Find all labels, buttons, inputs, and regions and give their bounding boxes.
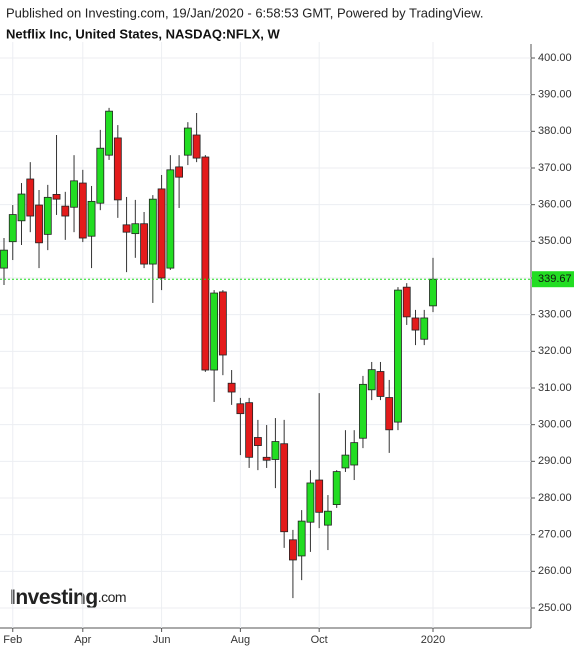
chart-subtitle: Published on Investing.com, 19/Jan/2020 … xyxy=(6,5,483,20)
y-tick-label: 310.00 xyxy=(538,382,572,394)
candle-body xyxy=(394,289,402,423)
candle-body xyxy=(376,371,385,397)
last-price-box xyxy=(532,271,574,288)
candle-body xyxy=(289,539,297,561)
candle-body xyxy=(367,369,376,391)
y-tick-label: 390.00 xyxy=(538,89,572,101)
candle-body xyxy=(183,127,192,156)
y-tick-label: 330.00 xyxy=(538,309,572,321)
watermark-main: Investing xyxy=(10,586,98,609)
candle-body xyxy=(332,471,341,506)
chart-title: Netflix Inc, United States, NASDAQ:NFLX,… xyxy=(6,26,280,41)
candle-body xyxy=(61,205,70,217)
candle-body xyxy=(131,223,140,235)
x-tick-label: 2020 xyxy=(421,634,445,646)
candle-body xyxy=(402,286,411,318)
candle-body xyxy=(218,291,227,356)
candle-body xyxy=(411,317,420,331)
watermark: Investing.com xyxy=(10,586,126,609)
candle-body xyxy=(297,520,306,557)
candle-body xyxy=(201,156,210,371)
candle-body xyxy=(429,278,437,307)
candle-body xyxy=(359,383,367,439)
candle-body xyxy=(280,443,289,533)
candle-body xyxy=(306,482,315,523)
candle-body xyxy=(96,147,105,204)
candle-body xyxy=(140,223,148,265)
candle-body xyxy=(70,180,78,208)
y-tick-label: 300.00 xyxy=(538,419,572,431)
candle-body xyxy=(324,510,332,526)
candle-body xyxy=(17,193,26,222)
candle-body xyxy=(245,402,254,458)
y-tick-label: 250.00 xyxy=(538,602,572,614)
candle-body xyxy=(26,178,35,217)
x-tick-label: Feb xyxy=(3,634,22,646)
candle-body xyxy=(8,214,17,243)
y-tick-label: 350.00 xyxy=(538,235,572,247)
candle-body xyxy=(385,397,394,431)
candle-body xyxy=(105,110,113,156)
candle-body xyxy=(157,188,166,279)
candle-body xyxy=(166,169,175,269)
candle-body xyxy=(210,292,219,371)
x-tick-label: Apr xyxy=(74,634,91,646)
candle-body xyxy=(52,193,61,200)
watermark-suffix: .com xyxy=(98,589,126,605)
candle-body xyxy=(271,441,280,460)
y-tick-label: 290.00 xyxy=(538,455,572,467)
y-tick-label: 280.00 xyxy=(538,492,572,504)
candle-body xyxy=(43,196,52,235)
candle-body xyxy=(0,249,8,269)
y-tick-label: 260.00 xyxy=(538,565,572,577)
y-tick-label: 400.00 xyxy=(538,52,572,64)
candle-body xyxy=(315,479,324,513)
candle-body xyxy=(175,166,184,178)
candle-body xyxy=(113,137,122,201)
y-tick-label: 370.00 xyxy=(538,162,572,174)
y-tick-label: 360.00 xyxy=(538,199,572,211)
candle-body xyxy=(341,454,350,469)
candle-body xyxy=(35,204,43,244)
x-tick-label: Aug xyxy=(231,634,251,646)
x-tick-label: Oct xyxy=(311,634,328,646)
candle-body xyxy=(192,134,201,159)
candle-body xyxy=(148,198,157,265)
candle-body xyxy=(87,200,96,237)
candle-body xyxy=(236,403,245,415)
x-tick-label: Jun xyxy=(153,634,171,646)
y-tick-label: 380.00 xyxy=(538,125,572,137)
candle-body xyxy=(122,224,131,233)
y-tick-label: 320.00 xyxy=(538,345,572,357)
candle-body xyxy=(227,382,236,393)
candle-body xyxy=(420,317,429,340)
last-price-label: 339.67 xyxy=(538,273,572,285)
candle-body xyxy=(78,182,87,239)
y-tick-label: 270.00 xyxy=(538,529,572,541)
candle-body xyxy=(253,437,262,446)
candle-body xyxy=(262,456,271,461)
candle-body xyxy=(350,442,359,466)
